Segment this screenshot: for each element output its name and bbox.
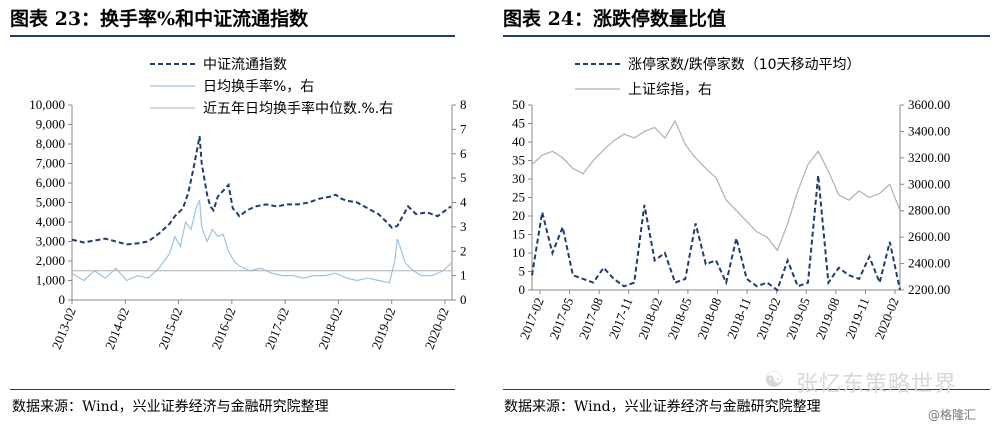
left-y-tick-label-left: 0	[59, 292, 66, 307]
left-y-tick-label-right: 0	[460, 292, 467, 307]
right-y-tick-label-left: 50	[512, 97, 525, 112]
left-y-tick-label-left: 9,000	[36, 117, 65, 132]
right-y-tick-label-left: 5	[519, 264, 526, 279]
right-x-tick-label: 2018-02	[635, 296, 665, 342]
right-y-tick-label-right: 3600.00	[908, 97, 950, 112]
right-x-tick-label: 2020-02	[872, 296, 902, 342]
watermark-text: 张忆东策略世界	[796, 372, 958, 397]
left-legend-label-3: 近五年日均换手率中位数.%.右	[203, 100, 393, 117]
left-y-tick-label-right: 3	[460, 219, 467, 234]
source-divider-left	[10, 389, 455, 390]
left-y-tick-label-left: 5,000	[36, 195, 65, 210]
right-x-tick-label: 2018-08	[694, 296, 724, 342]
wechat-icon: ☯	[764, 368, 784, 393]
right-y-tick-label-left: 25	[512, 190, 525, 205]
right-y-tick-label-left: 20	[512, 208, 525, 223]
source-divider-right	[503, 389, 990, 390]
right-y-tick-label-left: 15	[512, 227, 525, 242]
left-y-tick-label-left: 2,000	[36, 253, 65, 268]
title-underline-right	[503, 35, 990, 37]
source-note-right: 数据来源：Wind，兴业证券经济与金融研究院整理	[504, 399, 821, 415]
left-x-tick-label: 2015-02	[155, 306, 185, 352]
title-underline-left	[10, 35, 455, 37]
right-x-tick-label: 2019-11	[842, 296, 872, 341]
right-x-tick-label: 2018-05	[665, 296, 695, 342]
right-legend-label-1: 涨停家数/跌停家数（10天移动平均）	[628, 56, 861, 73]
right-legend-label-2: 上证综指，右	[628, 82, 712, 98]
right-x-tick-label: 2019-05	[783, 296, 813, 342]
left-y-tick-label-right: 4	[460, 195, 467, 210]
brand-label: @格隆汇	[928, 408, 977, 422]
left-y-tick-label-right: 2	[460, 243, 467, 258]
left-x-tick-label: 2020-02	[422, 306, 452, 352]
right-x-tick-label: 2018-11	[724, 296, 754, 341]
left-y-tick-label-right: 5	[460, 170, 467, 185]
right-y-tick-label-right: 2400.00	[908, 256, 950, 271]
left-x-tick-label: 2019-02	[368, 306, 398, 352]
right-series-line-1	[531, 175, 901, 292]
right-x-tick-label: 2017-05	[546, 296, 576, 342]
right-x-tick-label: 2019-02	[753, 296, 783, 342]
left-y-tick-label-right: 8	[460, 97, 467, 112]
left-y-tick-label-left: 10,000	[29, 97, 65, 112]
left-x-tick-label: 2014-02	[102, 306, 132, 352]
right-x-tick-label: 2017-02	[517, 296, 547, 342]
left-series-line-1	[71, 136, 452, 246]
right-y-tick-label-left: 10	[512, 245, 525, 260]
right-y-tick-label-right: 2200.00	[908, 282, 950, 297]
right-y-tick-label-right: 3200.00	[908, 150, 950, 165]
right-y-tick-label-right: 3000.00	[908, 176, 950, 191]
left-x-tick-label: 2013-02	[49, 306, 79, 352]
right-y-tick-label-left: 30	[512, 171, 525, 186]
left-series-line-2	[71, 199, 452, 284]
left-y-tick-label-right: 6	[460, 146, 467, 161]
left-y-tick-label-right: 7	[460, 121, 467, 136]
left-y-tick-label-left: 8,000	[36, 136, 65, 151]
left-y-tick-label-left: 3,000	[36, 234, 65, 249]
left-x-tick-label: 2016-02	[208, 306, 238, 352]
right-y-tick-label-left: 40	[512, 134, 525, 149]
right-y-tick-label-right: 2800.00	[908, 203, 950, 218]
right-y-tick-label-right: 3400.00	[908, 123, 950, 138]
right-y-tick-label-left: 45	[512, 116, 525, 131]
left-y-tick-label-right: 1	[460, 268, 467, 283]
left-y-tick-label-left: 6,000	[36, 175, 65, 190]
right-y-tick-label-right: 2600.00	[908, 229, 950, 244]
right-x-tick-label: 2019-08	[812, 296, 842, 342]
left-x-tick-label: 2017-02	[262, 306, 292, 352]
left-y-tick-label-left: 7,000	[36, 156, 65, 171]
right-y-tick-label-left: 35	[512, 153, 525, 168]
left-legend-label-2: 日均换手率%，右	[203, 78, 314, 95]
left-y-tick-label-left: 1,000	[36, 273, 65, 288]
right-x-tick-label: 2017-11	[606, 296, 636, 341]
left-legend-label-1: 中证流通指数	[203, 57, 287, 73]
left-y-tick-label-left: 4,000	[36, 214, 65, 229]
chart-title-limit-ratio: 图表 24：涨跌停数量比值	[503, 8, 727, 30]
right-x-tick-label: 2017-08	[576, 296, 606, 342]
chart-title-turnover: 图表 23：换手率%和中证流通指数	[10, 8, 309, 30]
source-note-left: 数据来源：Wind，兴业证券经济与金融研究院整理	[12, 399, 329, 415]
left-x-tick-label: 2018-02	[315, 306, 345, 352]
right-series-line-2	[531, 119, 901, 252]
right-y-tick-label-left: 0	[519, 282, 526, 297]
